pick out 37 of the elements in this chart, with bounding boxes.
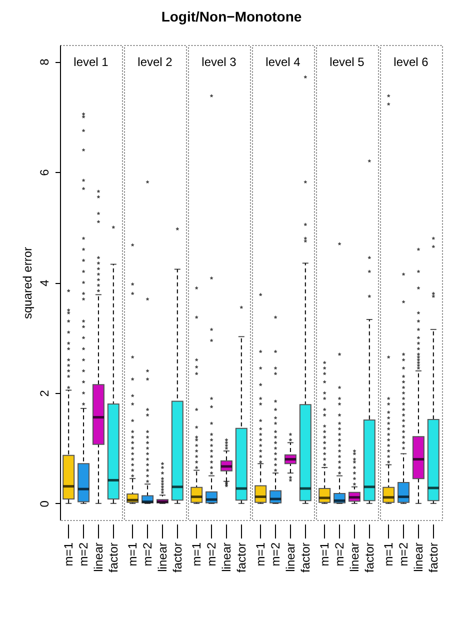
x-tick-label: m=2: [396, 542, 411, 566]
chart-title: Logit/Non−Monotone: [161, 8, 302, 24]
x-tick-label: m=2: [140, 542, 155, 566]
x-tick-label: factor: [362, 542, 376, 573]
x-tick-label: linear: [219, 542, 234, 572]
x-tick-label: m=1: [254, 542, 268, 566]
x-tick-label: linear: [283, 542, 298, 572]
x-tick-label: m=2: [268, 542, 283, 566]
x-tick-label: linear: [347, 542, 362, 572]
annotation: level 5: [330, 55, 365, 69]
y-tick-label: 0: [38, 500, 52, 508]
x-tick-label: m=2: [332, 542, 347, 566]
x-tick-label: factor: [298, 542, 312, 573]
x-tick-label: linear: [411, 542, 426, 572]
x-tick-label: factor: [106, 542, 120, 573]
y-axis-title: squared error: [20, 246, 34, 320]
x-tick-label: m=1: [126, 542, 140, 566]
y-tick-label: 6: [38, 168, 52, 176]
annotation: level 1: [74, 55, 109, 69]
x-tick-label: m=2: [204, 542, 219, 566]
x-tick-label: m=1: [62, 542, 76, 566]
y-tick-label: 4: [38, 279, 52, 286]
x-tick-label: linear: [91, 542, 106, 572]
x-tick-label: linear: [155, 542, 170, 572]
annotation: level 3: [202, 55, 237, 69]
y-tick-label: 2: [38, 390, 52, 397]
x-tick-label: m=2: [76, 542, 91, 566]
x-tick-label: m=1: [382, 542, 396, 566]
annotation: level 4: [266, 55, 301, 69]
annotation: level 2: [138, 55, 173, 69]
x-tick-label: m=1: [190, 542, 204, 566]
y-tick-label: 8: [38, 58, 52, 66]
x-tick-label: m=1: [318, 542, 332, 566]
x-tick-label: factor: [170, 542, 184, 573]
annotation: level 6: [394, 55, 429, 69]
x-tick-label: factor: [426, 542, 440, 573]
x-tick-label: factor: [234, 542, 248, 573]
